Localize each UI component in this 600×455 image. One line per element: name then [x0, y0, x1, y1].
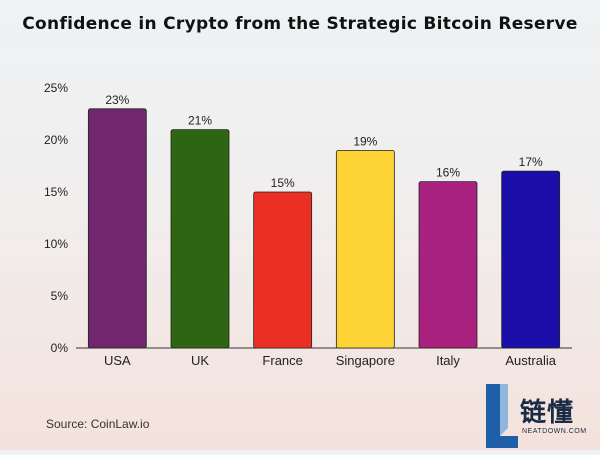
bar-usa	[87, 108, 147, 349]
x-tick-label: Singapore	[336, 353, 395, 368]
bar-uk	[170, 129, 230, 349]
data-label: 19%	[353, 134, 377, 148]
bar-australia	[501, 170, 561, 349]
data-label: 17%	[519, 155, 543, 169]
x-tick-label: Italy	[436, 353, 460, 368]
watermark-subtext: NEATDOWN.COM	[522, 428, 587, 435]
bar-italy	[418, 181, 478, 349]
source-note: Source: CoinLaw.io	[46, 417, 150, 431]
watermark-text: 链懂	[520, 398, 575, 428]
x-tick-label: Australia	[505, 353, 556, 368]
data-label: 23%	[105, 93, 129, 107]
y-tick-label: 20%	[44, 133, 68, 147]
data-label: 15%	[271, 176, 295, 190]
y-tick-label: 5%	[51, 289, 69, 303]
x-tick-label: France	[262, 353, 302, 368]
bar-france	[253, 191, 313, 349]
data-label: 16%	[436, 166, 460, 180]
chart-title: Confidence in Crypto from the Strategic …	[22, 14, 578, 34]
data-label: 21%	[188, 114, 212, 128]
y-tick-label: 0%	[51, 341, 69, 355]
x-tick-label: UK	[191, 353, 209, 368]
y-tick-label: 25%	[44, 81, 68, 95]
x-tick-label: USA	[104, 353, 131, 368]
y-tick-label: 15%	[44, 185, 68, 199]
l-logo-icon	[486, 384, 518, 448]
watermark-logo: 链懂 NEATDOWN.COM	[478, 378, 600, 450]
bar-singapore	[335, 149, 395, 349]
y-tick-label: 10%	[44, 237, 68, 251]
